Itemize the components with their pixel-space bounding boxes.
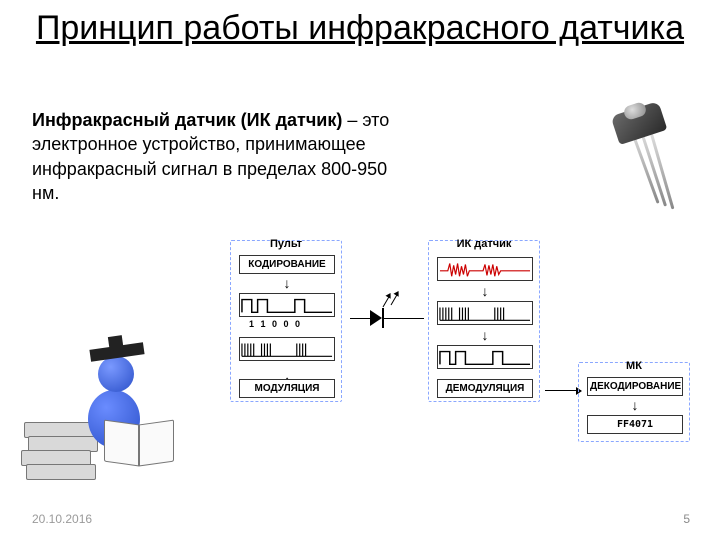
paragraph-bold: Инфракрасный датчик (ИК датчик): [32, 110, 342, 130]
ir-led-icon: [350, 298, 426, 338]
arrow-down-icon: ↓: [475, 283, 495, 299]
group-label-remote: Пульт: [231, 238, 341, 250]
arrow-down-icon: ↓: [475, 327, 495, 343]
bits-label: 1 1 0 0 0: [249, 319, 302, 329]
slide-date: 20.10.2016: [32, 512, 92, 526]
slide-title: Принцип работы инфракрасного датчика: [0, 8, 720, 49]
connector-arrow-icon: [545, 390, 581, 391]
diagram-group-irsensor: ИК датчик ↓ ↓ ДЕМОДУЛЯЦИЯ: [428, 240, 540, 402]
signal-modulated-rx: [437, 301, 533, 325]
signal-digital-pulses: [239, 293, 335, 317]
page-number: 5: [683, 512, 690, 526]
box-output-code: FF4071: [587, 415, 683, 434]
body-paragraph: Инфракрасный датчик (ИК датчик) – это эл…: [32, 108, 392, 205]
box-modulation: МОДУЛЯЦИЯ: [239, 379, 335, 398]
arrow-down-icon: ↓: [625, 397, 645, 413]
diagram-group-mcu: МК ДЕКОДИРОВАНИЕ ↓ FF4071: [578, 362, 690, 442]
mascot-illustration: [18, 330, 198, 500]
group-label-mcu: МК: [579, 360, 689, 372]
signal-digital-pulses-rx: [437, 345, 533, 369]
block-diagram: Пульт КОДИРОВАНИЕ ↓ 1 1 0 0 0 ↓ МОДУЛЯЦИ…: [210, 240, 710, 500]
box-coding: КОДИРОВАНИЕ: [239, 255, 335, 274]
box-demodulation: ДЕМОДУЛЯЦИЯ: [437, 379, 533, 398]
signal-analog-noise: [437, 257, 533, 281]
box-decoding: ДЕКОДИРОВАНИЕ: [587, 377, 683, 396]
diagram-group-remote: Пульт КОДИРОВАНИЕ ↓ 1 1 0 0 0 ↓ МОДУЛЯЦИ…: [230, 240, 342, 402]
group-label-irsensor: ИК датчик: [429, 238, 539, 250]
signal-modulated: [239, 337, 335, 361]
arrow-down-icon: ↓: [277, 275, 297, 291]
ir-receiver-illustration: [590, 100, 700, 220]
